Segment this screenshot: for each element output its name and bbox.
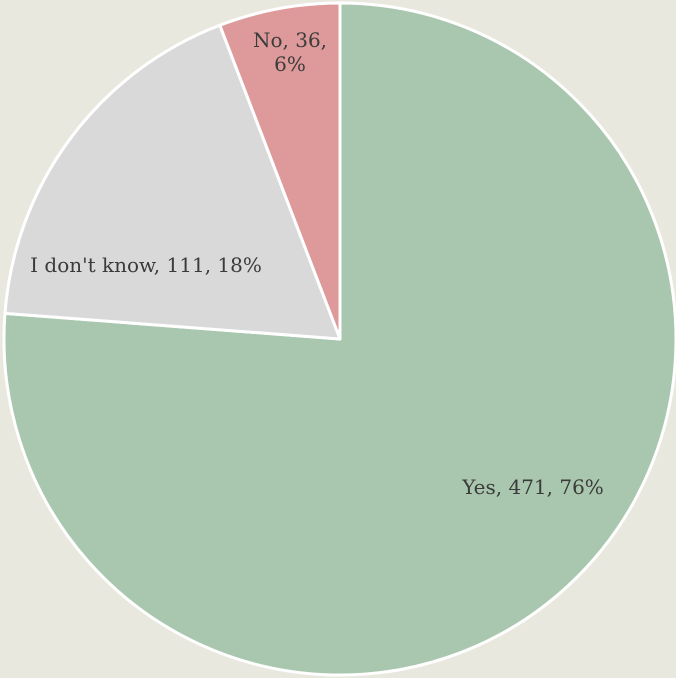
data-label-yes: Yes, 471, 76% xyxy=(461,475,604,499)
pie-slice-i-don-t-know xyxy=(3,23,342,341)
data-label-line: Yes, 471, 76% xyxy=(461,475,604,499)
data-label-i-don-t-know: I don't know, 111, 18% xyxy=(30,253,262,277)
pie-slice-no xyxy=(218,1,342,341)
data-label-no: No, 36, 6% xyxy=(253,28,327,76)
data-label-line: I don't know, 111, 18% xyxy=(30,253,262,277)
data-label-line: 6% xyxy=(274,52,306,76)
labels-group: No, 36, 6% Yes, 471, 76% I don't know, 111,… xyxy=(30,28,604,499)
data-label-line: No, 36, xyxy=(253,28,327,52)
